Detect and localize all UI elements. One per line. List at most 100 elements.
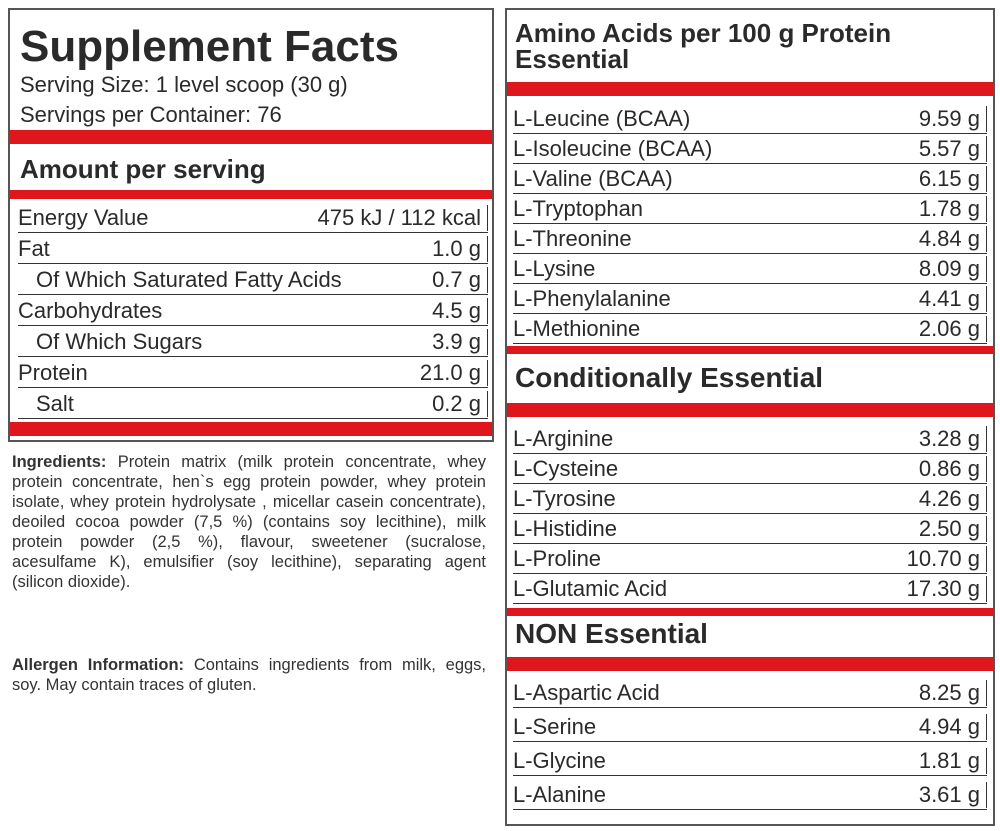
row-value: 2.06 g (919, 316, 987, 342)
row-value: 0.7 g (432, 267, 488, 293)
red-bar (507, 82, 993, 96)
row-value: 10.70 g (907, 546, 987, 572)
nutrient-row: L-Arginine 3.28 g (513, 424, 987, 454)
row-label: L-Leucine (BCAA) (513, 106, 691, 131)
row-value: 3.28 g (919, 426, 987, 452)
supplement-facts-box: Supplement Facts Serving Size: 1 level s… (8, 8, 494, 442)
nutrient-row: Of Which Sugars 3.9 g (18, 326, 488, 357)
amino-acids-box: Amino Acids per 100 g Protein Essential L… (505, 8, 995, 826)
row-value: 17.30 g (907, 576, 987, 602)
row-label: Of Which Saturated Fatty Acids (36, 267, 342, 292)
serving-size: Serving Size: 1 level scoop (30 g) (20, 72, 348, 97)
allergen-label: Allergen Information: (12, 656, 185, 674)
nutrient-row: L-Histidine 2.50 g (513, 514, 987, 544)
section-heading: Conditionally Essential (515, 362, 824, 393)
nutrient-row: L-Phenylalanine 4.41 g (513, 284, 987, 314)
red-bar (10, 422, 492, 436)
nutrient-row: L-Aspartic Acid 8.25 g (513, 674, 987, 708)
row-label: L-Tryptophan (513, 196, 644, 221)
nutrient-row: L-Lysine 8.09 g (513, 254, 987, 284)
row-value: 2.50 g (919, 516, 987, 542)
row-value: 1.0 g (432, 236, 488, 262)
row-value: 8.25 g (919, 680, 987, 706)
row-value: 5.57 g (919, 136, 987, 162)
row-label: L-Glutamic Acid (513, 576, 668, 601)
row-label: L-Histidine (513, 516, 617, 541)
ingredients: Ingredients: Protein matrix (milk protei… (12, 452, 486, 592)
nutrient-row: L-Glycine 1.81 g (513, 742, 987, 776)
row-value: 3.9 g (432, 329, 488, 355)
red-bar (10, 130, 492, 144)
row-label: L-Isoleucine (BCAA) (513, 136, 713, 161)
row-label: L-Lysine (513, 256, 596, 281)
servings: Servings per Container: 76 (20, 102, 282, 127)
row-label: L-Alanine (513, 782, 606, 807)
nutrient-row: Of Which Saturated Fatty Acids 0.7 g (18, 264, 488, 295)
row-value: 9.59 g (919, 106, 987, 132)
row-value: 4.5 g (432, 298, 488, 324)
row-label: L-Threonine (513, 226, 632, 251)
row-value: 1.78 g (919, 196, 987, 222)
nutrient-row: Carbohydrates 4.5 g (18, 295, 488, 326)
row-label: Salt (36, 391, 74, 416)
section-heading: Essential (515, 44, 630, 74)
nutrient-row: L-Tyrosine 4.26 g (513, 484, 987, 514)
row-label: L-Arginine (513, 426, 614, 451)
red-bar (507, 657, 993, 671)
title: Supplement Facts (20, 22, 399, 71)
row-label: Of Which Sugars (36, 329, 203, 354)
row-value: 4.26 g (919, 486, 987, 512)
row-label: L-Aspartic Acid (513, 680, 660, 705)
nutrient-row: L-Tryptophan 1.78 g (513, 194, 987, 224)
red-bar (10, 190, 492, 199)
row-label: L-Serine (513, 714, 597, 739)
nutrient-row: L-Isoleucine (BCAA) 5.57 g (513, 134, 987, 164)
ingredients-label: Ingredients: (12, 453, 107, 471)
nutrient-row: Fat 1.0 g (18, 233, 488, 264)
section-heading: Amount per serving (20, 154, 266, 184)
row-value: 1.81 g (919, 748, 987, 774)
row-value: 0.2 g (432, 391, 488, 417)
nutrient-row: Energy Value 475 kJ / 112 kcal (18, 202, 488, 233)
nutrient-row: Protein 21.0 g (18, 357, 488, 388)
nutrient-row: L-Alanine 3.61 g (513, 776, 987, 810)
row-value: 8.09 g (919, 256, 987, 282)
row-label: L-Proline (513, 546, 602, 571)
nutrient-row: L-Valine (BCAA) 6.15 g (513, 164, 987, 194)
row-value: 4.84 g (919, 226, 987, 252)
red-bar (507, 403, 993, 417)
row-value: 6.15 g (919, 166, 987, 192)
row-value: 475 kJ / 112 kcal (318, 205, 488, 231)
row-label: L-Valine (BCAA) (513, 166, 673, 191)
row-value: 0.86 g (919, 456, 987, 482)
allergen-text: Contains ingredients from milk, eggs, so… (12, 656, 487, 694)
row-label: L-Tyrosine (513, 486, 616, 511)
row-value: 4.94 g (919, 714, 987, 740)
allergens: Allergen Information: Contains ingredien… (12, 655, 486, 695)
row-value: 21.0 g (420, 360, 488, 386)
row-value: 3.61 g (919, 782, 987, 808)
nutrient-row: L-Methionine 2.06 g (513, 314, 987, 344)
title: Amino Acids per 100 g Protein (515, 18, 892, 48)
row-label: Energy Value (18, 205, 149, 230)
nutrient-row: L-Cysteine 0.86 g (513, 454, 987, 484)
section-heading: NON Essential (515, 618, 708, 649)
nutrient-row: L-Glutamic Acid 17.30 g (513, 574, 987, 604)
nutrient-row: L-Serine 4.94 g (513, 708, 987, 742)
nutrient-row: L-Proline 10.70 g (513, 544, 987, 574)
red-bar (507, 608, 993, 616)
row-label: L-Cysteine (513, 456, 619, 481)
red-bar (507, 346, 993, 354)
nutrient-row: Salt 0.2 g (18, 388, 488, 419)
row-label: Protein (18, 360, 88, 385)
row-label: L-Glycine (513, 748, 606, 773)
ingredients-text: Protein matrix (milk protein concentrate… (12, 453, 486, 591)
row-value: 4.41 g (919, 286, 987, 312)
row-label: Fat (18, 236, 50, 261)
nutrient-row: L-Leucine (BCAA) 9.59 g (513, 104, 987, 134)
row-label: L-Phenylalanine (513, 286, 671, 311)
row-label: Carbohydrates (18, 298, 163, 323)
nutrient-row: L-Threonine 4.84 g (513, 224, 987, 254)
row-label: L-Methionine (513, 316, 641, 341)
